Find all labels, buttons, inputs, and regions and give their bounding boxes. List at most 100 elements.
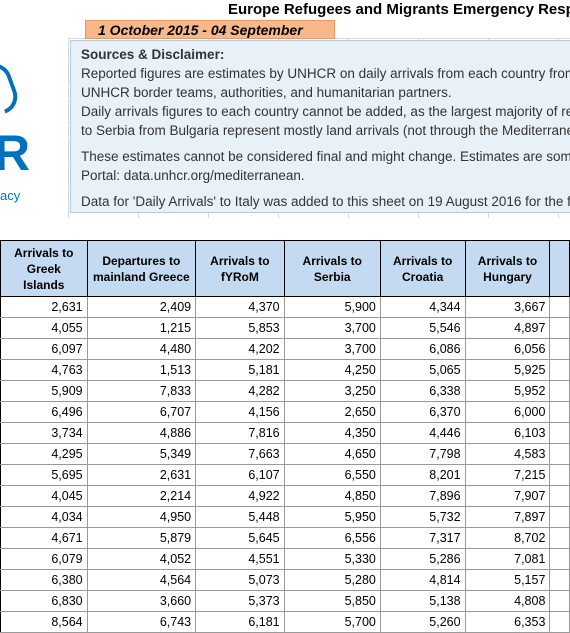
table-cell[interactable]: 8,702 [464, 527, 551, 549]
table-cell[interactable]: 6,707 [86, 401, 197, 423]
table-cell-empty[interactable] [549, 485, 570, 507]
table-cell[interactable]: 4,922 [195, 485, 285, 507]
table-cell[interactable]: 5,073 [195, 569, 285, 591]
table-cell[interactable]: 4,808 [464, 590, 551, 612]
table-cell-empty[interactable] [549, 401, 570, 423]
table-cell[interactable]: 1,215 [86, 317, 197, 339]
table-cell[interactable]: 5,286 [379, 548, 466, 570]
table-cell[interactable]: 6,496 [0, 401, 88, 423]
table-cell[interactable]: 4,583 [464, 443, 551, 465]
table-cell[interactable]: 5,349 [86, 443, 197, 465]
table-cell[interactable]: 6,380 [0, 569, 88, 591]
table-cell[interactable]: 5,157 [464, 569, 551, 591]
table-cell-empty[interactable] [549, 443, 570, 465]
table-cell[interactable]: 4,202 [195, 338, 285, 360]
table-cell[interactable]: 7,215 [464, 464, 551, 486]
table-cell[interactable]: 4,034 [0, 506, 88, 528]
disclaimer-box[interactable]: Sources & Disclaimer: Reported figures a… [70, 40, 570, 213]
table-cell[interactable]: 3,700 [283, 338, 381, 360]
table-cell[interactable]: 7,816 [195, 422, 285, 444]
table-cell[interactable]: 4,564 [86, 569, 197, 591]
table-cell[interactable]: 4,055 [0, 317, 88, 339]
table-cell[interactable]: 5,900 [283, 296, 381, 318]
table-cell[interactable]: 5,700 [283, 611, 381, 633]
header-cell-empty[interactable] [549, 240, 570, 297]
table-cell[interactable]: 6,056 [464, 338, 551, 360]
table-cell[interactable]: 4,344 [379, 296, 466, 318]
table-cell[interactable]: 5,695 [0, 464, 88, 486]
table-cell[interactable]: 5,448 [195, 506, 285, 528]
table-cell[interactable]: 6,181 [195, 611, 285, 633]
table-cell-empty[interactable] [549, 569, 570, 591]
table-cell[interactable]: 5,546 [379, 317, 466, 339]
table-cell[interactable]: 7,663 [195, 443, 285, 465]
table-cell[interactable]: 6,550 [283, 464, 381, 486]
table-cell-empty[interactable] [549, 359, 570, 381]
table-cell-empty[interactable] [549, 590, 570, 612]
table-cell[interactable]: 1,513 [86, 359, 197, 381]
table-cell[interactable]: 6,743 [86, 611, 197, 633]
table-cell[interactable]: 4,045 [0, 485, 88, 507]
table-cell[interactable]: 4,950 [86, 506, 197, 528]
table-cell[interactable]: 6,338 [379, 380, 466, 402]
table-cell-empty[interactable] [549, 296, 570, 318]
table-cell[interactable]: 4,052 [86, 548, 197, 570]
table-cell-empty[interactable] [549, 611, 570, 633]
table-cell[interactable]: 5,952 [464, 380, 551, 402]
table-cell[interactable]: 6,370 [379, 401, 466, 423]
table-cell[interactable]: 5,181 [195, 359, 285, 381]
table-cell[interactable]: 5,909 [0, 380, 88, 402]
table-cell[interactable]: 4,551 [195, 548, 285, 570]
table-cell[interactable]: 3,660 [86, 590, 197, 612]
table-cell[interactable]: 8,564 [0, 611, 88, 633]
table-cell-empty[interactable] [549, 338, 570, 360]
table-cell[interactable]: 5,280 [283, 569, 381, 591]
table-cell[interactable]: 6,103 [464, 422, 551, 444]
table-cell[interactable]: 5,260 [379, 611, 466, 633]
table-cell[interactable]: 2,214 [86, 485, 197, 507]
table-cell[interactable]: 4,250 [283, 359, 381, 381]
table-cell[interactable]: 5,853 [195, 317, 285, 339]
table-cell[interactable]: 4,282 [195, 380, 285, 402]
header-cell[interactable]: Arrivals to Greek Islands [0, 240, 88, 297]
table-cell[interactable]: 6,000 [464, 401, 551, 423]
table-cell[interactable]: 5,645 [195, 527, 285, 549]
table-cell[interactable]: 4,480 [86, 338, 197, 360]
table-cell[interactable]: 4,350 [283, 422, 381, 444]
table-cell[interactable]: 7,896 [379, 485, 466, 507]
table-cell[interactable]: 2,631 [0, 296, 88, 318]
table-cell[interactable]: 6,079 [0, 548, 88, 570]
table-cell[interactable]: 5,950 [283, 506, 381, 528]
table-cell[interactable]: 3,700 [283, 317, 381, 339]
table-cell[interactable]: 5,065 [379, 359, 466, 381]
table-cell[interactable]: 6,556 [283, 527, 381, 549]
table-cell[interactable]: 7,833 [86, 380, 197, 402]
header-cell[interactable]: Arrivals to Croatia [379, 240, 466, 297]
table-cell[interactable]: 4,814 [379, 569, 466, 591]
table-cell[interactable]: 4,763 [0, 359, 88, 381]
table-cell[interactable]: 7,317 [379, 527, 466, 549]
table-cell-empty[interactable] [549, 422, 570, 444]
table-cell[interactable]: 6,107 [195, 464, 285, 486]
table-cell[interactable]: 4,671 [0, 527, 88, 549]
table-cell[interactable]: 5,850 [283, 590, 381, 612]
table-cell[interactable]: 7,907 [464, 485, 551, 507]
header-cell[interactable]: Arrivals to fYRoM [195, 240, 285, 297]
table-cell[interactable]: 5,925 [464, 359, 551, 381]
table-cell[interactable]: 2,409 [86, 296, 197, 318]
table-cell[interactable]: 4,897 [464, 317, 551, 339]
header-cell[interactable]: Arrivals to Hungary [464, 240, 551, 297]
date-range-cell[interactable]: 1 October 2015 - 04 September 2016 [85, 20, 335, 56]
header-cell[interactable]: Arrivals to Serbia [283, 240, 381, 297]
table-cell-empty[interactable] [549, 548, 570, 570]
table-cell[interactable]: 7,798 [379, 443, 466, 465]
table-cell[interactable]: 5,732 [379, 506, 466, 528]
table-cell[interactable]: 5,330 [283, 548, 381, 570]
table-cell[interactable]: 4,886 [86, 422, 197, 444]
table-cell-empty[interactable] [549, 506, 570, 528]
table-cell[interactable]: 7,081 [464, 548, 551, 570]
table-cell-empty[interactable] [549, 527, 570, 549]
table-cell[interactable]: 3,734 [0, 422, 88, 444]
header-cell[interactable]: Departures to mainland Greece [86, 240, 197, 297]
table-cell[interactable]: 8,201 [379, 464, 466, 486]
